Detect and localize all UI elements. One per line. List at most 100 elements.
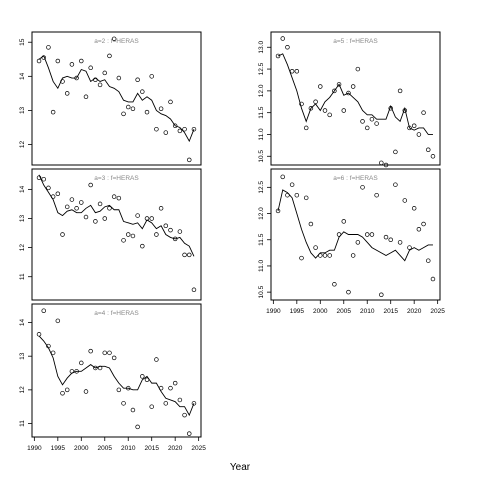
observation-point: [397, 88, 403, 94]
observation-point: [350, 84, 356, 89]
observation-point: [107, 53, 112, 59]
observation-point: [360, 185, 365, 190]
observation-point: [69, 62, 75, 67]
observation-point: [88, 182, 93, 188]
observation-point: [177, 128, 183, 134]
observation-point: [369, 232, 375, 237]
x-tick-label: 2000: [74, 445, 89, 452]
model-fit-line: [38, 335, 195, 417]
model-fit-line: [277, 189, 433, 262]
observation-point: [172, 380, 178, 386]
x-tick-label: 2025: [430, 308, 445, 315]
observation-point: [430, 154, 436, 159]
observation-point: [135, 213, 140, 218]
y-tick-label: 12.5: [258, 181, 265, 194]
x-tick-label: 2010: [360, 308, 375, 315]
observation-point: [350, 253, 356, 258]
y-tick-label: 11.5: [258, 106, 265, 119]
observation-point: [130, 407, 136, 413]
observation-point: [64, 91, 70, 96]
observation-point: [308, 106, 314, 111]
observation-point: [46, 185, 51, 191]
observation-point: [163, 130, 169, 135]
observation-point: [332, 88, 337, 94]
observation-point: [60, 232, 65, 237]
y-tick-label: 13.0: [258, 41, 265, 54]
observation-point: [303, 195, 309, 201]
observation-point: [130, 106, 136, 111]
observation-point: [379, 292, 384, 298]
x-tick-label: 2005: [337, 308, 352, 315]
observation-point: [355, 66, 361, 72]
y-tick-label: 14: [19, 72, 26, 80]
observation-point: [93, 219, 98, 224]
x-tick-label: 2020: [407, 308, 422, 315]
observation-point: [97, 82, 103, 88]
observation-point: [116, 195, 122, 201]
observation-point: [318, 84, 323, 89]
observation-point: [111, 36, 117, 42]
observation-point: [74, 206, 79, 211]
y-tick-label: 11: [19, 273, 26, 280]
observation-point: [102, 216, 108, 221]
observation-point: [182, 412, 187, 418]
panel-1: a=2 : f=HERAS 12 13 14 15: [19, 31, 202, 166]
observation-point: [69, 197, 75, 202]
observation-point: [336, 82, 342, 87]
x-tick-label: 1995: [51, 445, 66, 452]
observation-point: [116, 387, 122, 393]
observation-point: [280, 174, 285, 180]
observation-point: [355, 240, 361, 245]
observation-point: [191, 287, 197, 293]
observation-point: [426, 147, 431, 152]
y-tick-label: 12.5: [258, 62, 265, 75]
observation-point: [187, 252, 192, 258]
observation-point: [125, 104, 131, 110]
observation-point: [421, 110, 426, 115]
observation-point: [79, 200, 84, 205]
observation-point: [191, 401, 197, 406]
observation-point: [182, 252, 187, 258]
observation-point: [121, 401, 126, 406]
x-tick-label: 2015: [144, 445, 159, 452]
observation-point: [60, 390, 65, 396]
observation-point: [374, 121, 379, 126]
observation-point: [154, 126, 159, 132]
observation-point: [416, 132, 422, 137]
observation-point: [332, 282, 337, 287]
observation-point: [111, 194, 117, 199]
y-tick-label: 14: [19, 319, 26, 327]
y-tick-label: 12.0: [258, 207, 265, 220]
observation-point: [308, 221, 314, 227]
observation-point: [379, 160, 384, 166]
observation-point: [303, 125, 309, 131]
y-tick-label: 12: [19, 141, 26, 149]
x-axis-label: Year: [230, 462, 251, 473]
y-tick-label: 13: [19, 352, 26, 360]
x-tick-label: 1990: [266, 308, 281, 315]
x-tick-label: 2010: [121, 445, 136, 452]
y-tick-label: 10.5: [258, 150, 265, 163]
observation-point: [149, 404, 154, 409]
model-fit-line: [38, 174, 195, 257]
observation-point: [341, 219, 347, 224]
observation-point: [299, 101, 304, 107]
observation-point: [341, 108, 347, 113]
observation-point: [144, 109, 150, 115]
observation-point: [79, 58, 84, 64]
observation-point: [397, 240, 403, 245]
observation-point: [177, 229, 183, 234]
y-tick-label: 12: [19, 386, 26, 394]
x-tick-label: 1995: [290, 308, 305, 315]
observation-point: [322, 108, 328, 113]
observation-point: [364, 232, 370, 237]
observation-point: [177, 397, 183, 403]
observation-point: [346, 90, 351, 96]
observation-point: [79, 360, 84, 366]
observation-point: [83, 389, 89, 394]
observation-point: [294, 192, 300, 198]
observation-point: [430, 276, 436, 282]
observation-point: [168, 227, 173, 233]
observation-point: [116, 75, 122, 81]
observation-point: [407, 245, 412, 250]
